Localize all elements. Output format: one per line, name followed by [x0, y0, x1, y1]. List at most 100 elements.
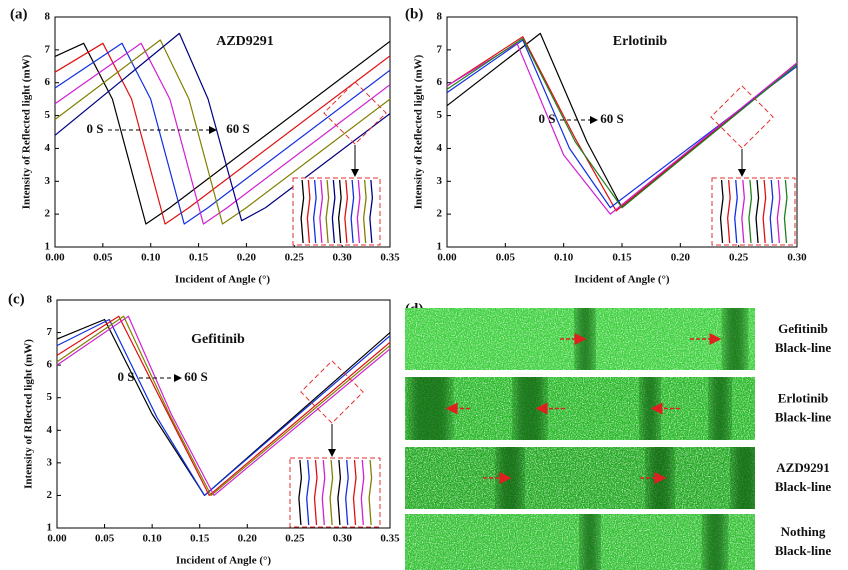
y-tick-label: 6: [437, 76, 443, 88]
inset-line: [783, 179, 788, 244]
strip-noise: [405, 447, 755, 509]
inset-box: [289, 457, 381, 528]
dark-band: [732, 447, 755, 509]
dark-band: [410, 377, 450, 440]
series-line: [446, 39, 798, 209]
inset-line: [734, 179, 738, 244]
dark-band: [710, 377, 730, 440]
annotation: 0 S: [87, 121, 104, 136]
inset-line: [298, 459, 303, 526]
strip-label: Black-line: [775, 543, 832, 558]
inset-line: [337, 179, 342, 244]
x-tick-label: 0.35: [380, 533, 400, 545]
x-tick-label: 0.05: [93, 252, 113, 264]
x-tick-label: 0.10: [143, 533, 163, 545]
y-tick-label: 5: [47, 391, 53, 403]
plot-frame: [56, 299, 391, 529]
strip: [405, 447, 755, 509]
strip-label: Nothing: [781, 524, 826, 539]
series-line: [56, 318, 391, 496]
inset-line: [741, 179, 746, 244]
inset-line: [325, 179, 330, 244]
strip: [405, 377, 755, 440]
inset-line: [356, 179, 361, 244]
y-tick-label: 4: [45, 142, 51, 154]
inset-line: [748, 179, 753, 244]
dark-band: [581, 514, 599, 570]
x-tick-label: 0.30: [333, 533, 353, 545]
x-tick-label: 0.25: [285, 252, 305, 264]
inset-line: [352, 459, 357, 526]
dark-band: [724, 308, 746, 370]
y-tick-label: 7: [45, 43, 51, 55]
x-tick-label: 0.25: [285, 533, 305, 545]
y-tick-label: 3: [45, 175, 51, 187]
y-tick-label: 3: [437, 175, 443, 187]
zoom-box: [710, 85, 774, 149]
annotation: 60 S: [184, 369, 207, 384]
y-tick-label: 4: [47, 424, 53, 436]
y-axis-label: Intensity of Reflected light (mW): [413, 54, 425, 209]
inset-line: [776, 179, 781, 244]
x-tick-label: 0.10: [141, 252, 161, 264]
inset-line: [300, 179, 305, 244]
strip-label: Erlotinib: [778, 390, 829, 405]
x-axis-label: Incident of Angle (°): [175, 274, 270, 286]
inset-line: [331, 179, 336, 244]
x-tick-label: 0.15: [612, 252, 632, 264]
series-line: [54, 32, 391, 222]
y-tick-label: 7: [47, 326, 53, 338]
zoom-box: [323, 81, 387, 145]
inset-line: [369, 179, 374, 244]
x-tick-label: 0.30: [787, 252, 807, 264]
x-tick-label: 0.15: [189, 252, 209, 264]
y-tick-label: 7: [437, 43, 443, 55]
strip: [405, 308, 755, 370]
y-tick-label: 3: [47, 456, 53, 468]
y-tick-label: 1: [47, 522, 53, 534]
strip-label: Black-line: [775, 409, 832, 424]
series-line: [56, 315, 391, 496]
inset-line: [329, 459, 334, 526]
inset-line: [762, 179, 767, 244]
x-tick-label: 0.25: [729, 252, 749, 264]
x-tick-label: 0.35: [380, 252, 400, 264]
inset-line: [726, 179, 731, 244]
y-tick-label: 8: [47, 294, 53, 306]
y-tick-label: 6: [45, 76, 51, 88]
inset-box: [711, 177, 796, 246]
x-tick-label: 0.00: [47, 533, 67, 545]
x-tick-label: 0.05: [95, 533, 115, 545]
inset-line: [337, 459, 342, 526]
x-tick-label: 0.00: [45, 252, 65, 264]
y-tick-label: 1: [45, 241, 51, 253]
inset-line: [719, 179, 724, 244]
chart-title: AZD9291: [216, 34, 274, 49]
y-tick-label: 1: [437, 241, 443, 253]
series-line: [54, 42, 391, 225]
y-tick-label: 6: [47, 359, 53, 371]
x-axis-label: Incident of Angle (°): [176, 555, 271, 567]
x-tick-label: 0.05: [496, 252, 516, 264]
strip-label: Black-line: [775, 340, 832, 355]
x-tick-label: 0.20: [238, 533, 258, 545]
series-line: [54, 42, 391, 225]
y-tick-label: 5: [45, 109, 51, 121]
y-tick-label: 2: [437, 208, 443, 220]
series-line: [56, 315, 391, 496]
strip: [405, 514, 755, 570]
series-line: [56, 318, 391, 496]
strip-label: Gefitinib: [778, 321, 828, 336]
y-tick-label: 2: [47, 489, 53, 501]
chart-title: Gefitinib: [191, 332, 245, 347]
y-tick-label: 5: [437, 109, 443, 121]
annotation: 0 S: [118, 369, 135, 384]
inset-line: [368, 459, 373, 526]
dark-band: [641, 377, 659, 440]
inset-line: [313, 459, 318, 526]
inset-line: [312, 179, 317, 244]
strip-noise: [405, 514, 755, 570]
inset-line: [306, 179, 311, 244]
series-line: [54, 39, 391, 225]
inset-line: [345, 459, 349, 526]
